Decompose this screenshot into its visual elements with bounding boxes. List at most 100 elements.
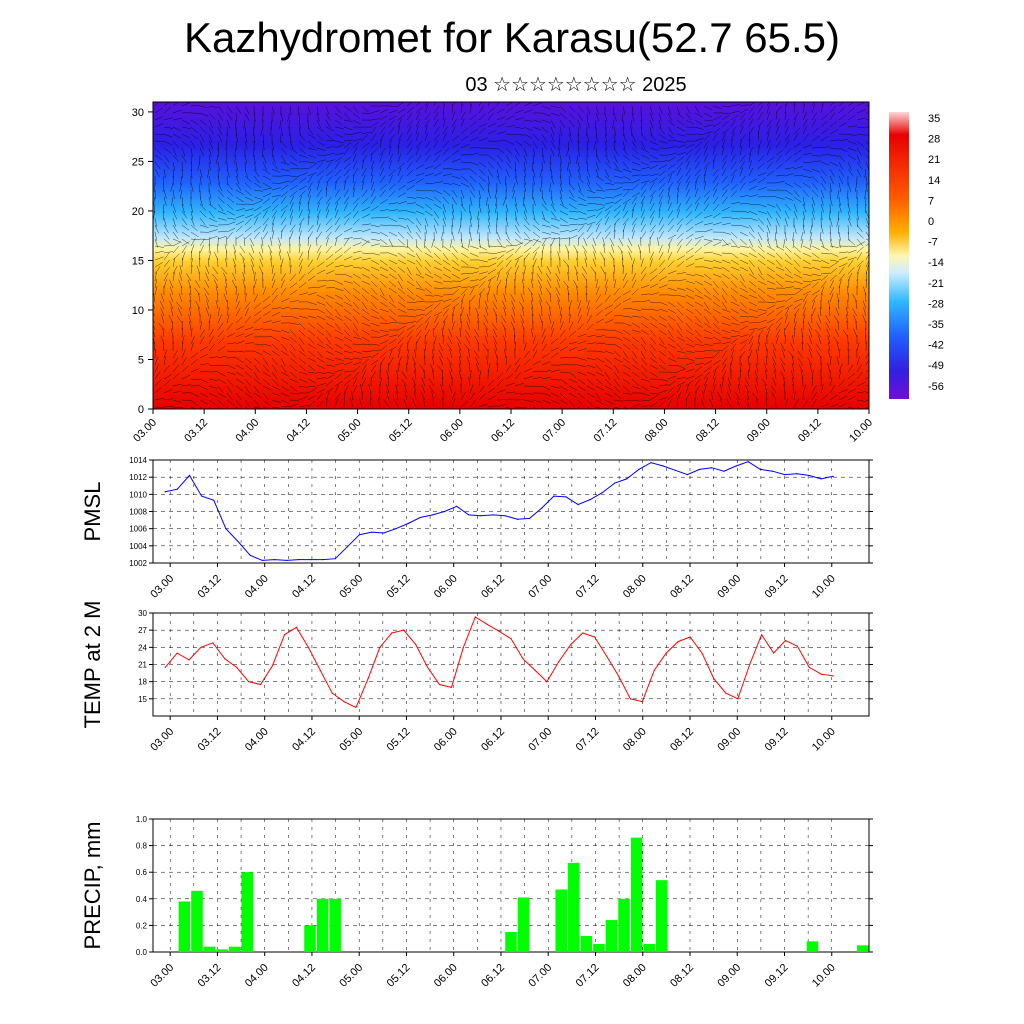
- wind-vector: [271, 197, 279, 205]
- wind-vector: [617, 245, 624, 254]
- wind-vector: [658, 224, 665, 233]
- wind-vector: [361, 112, 371, 115]
- wind-vector: [406, 325, 415, 331]
- wind-vector: [775, 328, 781, 338]
- wind-vector: [631, 174, 641, 177]
- wind-vector: [334, 384, 339, 394]
- wind-vector: [388, 146, 392, 156]
- temp-x-tick-label: 04.12: [290, 726, 318, 754]
- precip-y-tick-label: 1.0: [136, 815, 148, 824]
- wind-vector: [343, 373, 352, 380]
- wind-vector: [721, 206, 731, 212]
- wind-vector: [781, 363, 786, 373]
- wind-vector: [807, 343, 813, 352]
- wind-vector: [640, 154, 650, 159]
- wind-vector: [772, 377, 777, 387]
- wind-vector: [685, 247, 694, 254]
- wind-vector: [235, 233, 244, 240]
- wind-vector: [555, 287, 561, 296]
- wind-vector: [532, 335, 536, 345]
- wind-vector: [433, 163, 442, 170]
- wind-vector: [469, 104, 472, 114]
- wind-vector: [469, 175, 477, 183]
- wind-vector: [532, 154, 535, 164]
- wind-vector: [864, 293, 867, 303]
- wind-vector: [649, 182, 655, 191]
- wind-vector: [838, 182, 842, 192]
- wind-vector: [865, 376, 869, 380]
- wind-vector: [442, 280, 452, 283]
- wind-vector: [449, 238, 453, 248]
- wind-vector: [622, 385, 630, 393]
- wind-vector: [343, 142, 352, 149]
- wind-vector: [406, 342, 409, 352]
- wind-vector: [226, 119, 231, 129]
- pmsl-x-tick-label: 06.12: [479, 573, 507, 601]
- wind-vector: [748, 102, 756, 107]
- wind-vector: [727, 384, 732, 394]
- wind-vector: [838, 196, 841, 206]
- wind-vector: [784, 133, 791, 142]
- wind-vector: [820, 238, 825, 248]
- wind-vector: [325, 301, 333, 309]
- wind-vector: [262, 198, 271, 205]
- wind-vector: [325, 119, 331, 128]
- wind-vector: [748, 112, 755, 121]
- wind-vector: [631, 315, 641, 318]
- wind-vector: [793, 399, 799, 408]
- wind-vector: [181, 224, 190, 231]
- wind-vector: [199, 399, 209, 405]
- temp-point: [236, 666, 238, 668]
- wind-vector: [477, 342, 480, 352]
- wind-vector: [262, 295, 271, 303]
- wind-vector: [694, 126, 704, 130]
- wind-vector: [694, 112, 703, 118]
- wind-vector: [388, 169, 396, 177]
- wind-vector: [217, 161, 220, 171]
- wind-vector: [721, 252, 731, 254]
- wind-vector: [748, 349, 753, 359]
- wind-vector: [730, 183, 738, 191]
- wind-vector: [181, 357, 187, 366]
- wind-vector: [244, 226, 253, 233]
- wind-vector: [181, 133, 191, 139]
- precip-bar: [216, 949, 228, 952]
- wind-vector: [586, 307, 590, 317]
- wind-vector: [307, 308, 317, 311]
- wind-vector: [658, 343, 667, 349]
- wind-vector: [187, 279, 192, 289]
- temp-point: [784, 639, 787, 642]
- wind-vector: [721, 160, 727, 170]
- wind-vector: [289, 175, 299, 177]
- wind-vector: [199, 392, 209, 398]
- wind-vector: [379, 345, 388, 352]
- wind-vector: [388, 160, 392, 170]
- wind-vector: [838, 389, 848, 394]
- wind-vector: [253, 302, 261, 310]
- wind-vector: [793, 280, 803, 285]
- pmsl-point: [383, 532, 385, 534]
- wind-vector: [829, 293, 834, 303]
- wind-vector: [181, 374, 191, 380]
- wind-vector: [361, 228, 371, 233]
- wind-vector: [808, 335, 813, 345]
- wind-vector: [492, 328, 498, 338]
- wind-vector: [181, 349, 186, 359]
- wind-vector: [442, 126, 448, 135]
- wind-vector: [154, 379, 162, 387]
- wind-vector: [640, 189, 647, 198]
- wind-vector: [550, 140, 556, 149]
- wind-vector: [775, 118, 781, 128]
- colorbar-label: 21: [928, 154, 940, 166]
- wind-vector: [397, 175, 403, 184]
- wind-vector: [496, 372, 504, 380]
- wind-vector: [577, 196, 587, 202]
- wind-vector: [424, 294, 434, 297]
- wind-vector: [829, 139, 839, 142]
- wind-vector: [510, 314, 516, 324]
- wind-vector: [424, 125, 428, 135]
- wind-vector: [514, 224, 520, 233]
- wind-vector: [730, 161, 737, 170]
- wind-vector: [649, 119, 654, 129]
